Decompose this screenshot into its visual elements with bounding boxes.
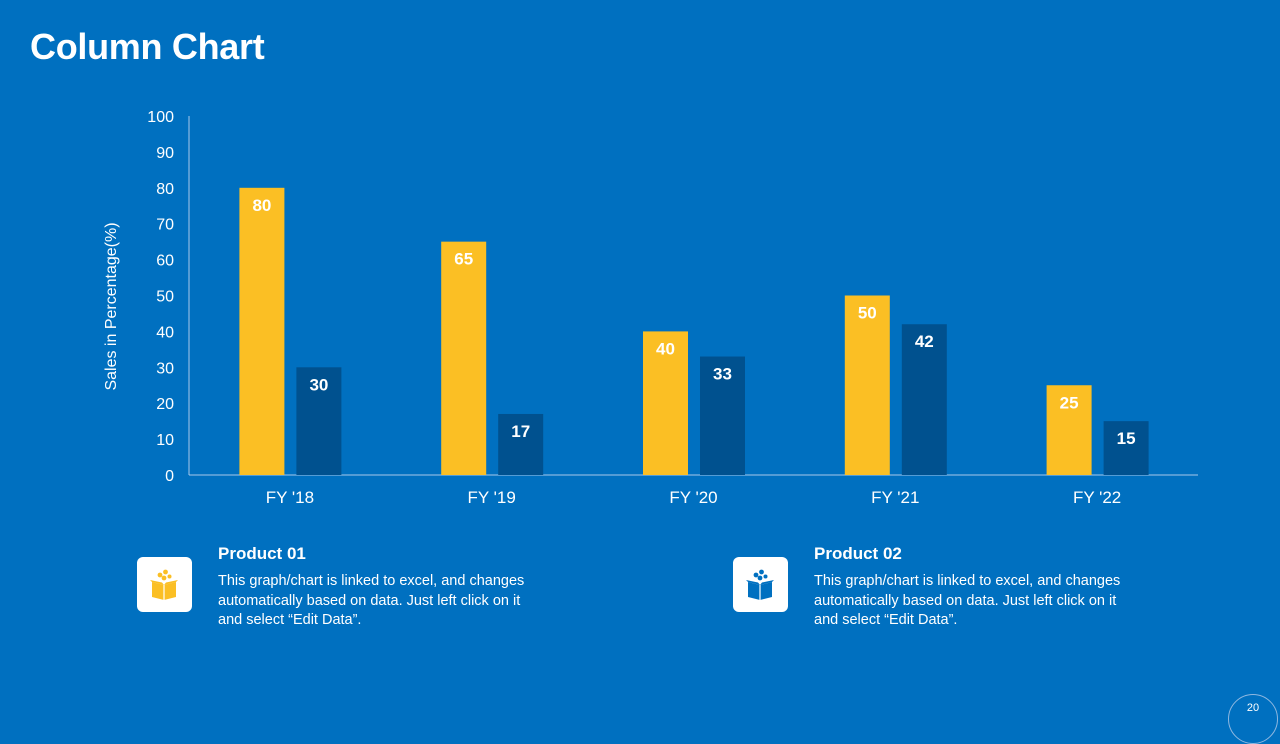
box-icon xyxy=(746,569,774,600)
x-tick-label: FY '22 xyxy=(1073,488,1121,507)
data-label: 40 xyxy=(656,339,675,358)
product-02-icon-box xyxy=(733,557,788,612)
y-tick-label: 70 xyxy=(156,217,174,234)
y-axis-label: Sales in Percentage(%) xyxy=(103,222,120,390)
data-label: 42 xyxy=(915,332,934,351)
data-label: 15 xyxy=(1117,429,1136,448)
y-tick-label: 10 xyxy=(156,432,174,449)
x-tick-label: FY '18 xyxy=(266,488,314,507)
bar-product-02 xyxy=(498,413,544,475)
page-number-badge: 20 xyxy=(1228,694,1278,744)
bar-product-01 xyxy=(441,241,487,475)
legend-title: Product 02 xyxy=(814,544,902,563)
bar-product-01 xyxy=(844,295,890,475)
box-icon xyxy=(150,569,178,600)
y-tick-label: 90 xyxy=(156,145,174,162)
bar-product-01 xyxy=(1046,385,1092,475)
legend-product-01: Product 01 This graph/chart is linked to… xyxy=(137,544,557,634)
y-tick-label: 40 xyxy=(156,324,174,341)
data-label: 50 xyxy=(858,304,877,323)
y-tick-label: 20 xyxy=(156,396,174,413)
column-chart: 0 10 20 30 40 50 60 70 80 90 100 Sales in Percentag… xyxy=(103,109,1198,507)
slide-title: Column Chart xyxy=(30,26,265,67)
y-tick-label: 60 xyxy=(156,253,174,270)
legend-description: This graph/chart is linked to excel, and… xyxy=(218,573,525,628)
bar-product-01 xyxy=(239,187,285,476)
y-tick-label: 0 xyxy=(165,468,174,485)
legend-product-02: Product 02 This graph/chart is linked to… xyxy=(733,544,1153,634)
bar-product-02 xyxy=(901,324,947,475)
bar-product-02 xyxy=(700,356,745,475)
data-label: 30 xyxy=(309,375,328,394)
x-tick-label: FY '21 xyxy=(871,488,919,507)
product-01-icon-box xyxy=(137,557,192,612)
page-number: 20 xyxy=(1246,702,1260,714)
data-label: 65 xyxy=(454,250,473,269)
y-tick-label: 30 xyxy=(156,360,174,377)
bar-product-02 xyxy=(296,367,342,475)
data-label: 80 xyxy=(252,196,271,215)
y-tick-label: 80 xyxy=(156,181,174,198)
bar-product-01 xyxy=(643,331,688,475)
data-label: 17 xyxy=(511,422,530,441)
x-tick-label: FY '20 xyxy=(669,488,717,507)
legend-description: This graph/chart is linked to excel, and… xyxy=(814,573,1121,628)
bar-product-02 xyxy=(1103,421,1149,475)
y-tick-label: 100 xyxy=(147,109,174,126)
data-label: 33 xyxy=(713,365,732,384)
y-tick-label: 50 xyxy=(156,289,174,306)
data-label: 25 xyxy=(1060,393,1079,412)
x-tick-label: FY '19 xyxy=(468,488,516,507)
legend-title: Product 01 xyxy=(218,544,306,563)
